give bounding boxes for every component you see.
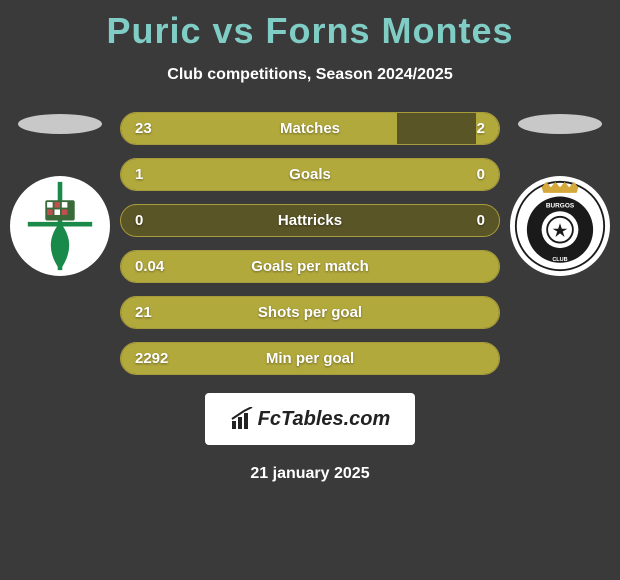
stat-row: 0Hattricks0 — [120, 204, 500, 237]
brand-text: FcTables.com — [258, 408, 391, 431]
chart-icon — [230, 407, 254, 431]
player-silhouette-icon — [516, 112, 604, 136]
stat-label: Shots per goal — [121, 304, 499, 321]
stat-right-value: 0 — [477, 166, 485, 183]
brand-badge[interactable]: FcTables.com — [205, 393, 415, 445]
subtitle: Club competitions, Season 2024/2025 — [167, 66, 452, 84]
left-player-column — [0, 112, 120, 276]
svg-text:CLUB: CLUB — [552, 257, 567, 263]
stat-right-value: 2 — [477, 120, 485, 137]
stat-label: Matches — [121, 120, 499, 137]
stat-right-value: 0 — [477, 212, 485, 229]
left-club-badge — [10, 176, 110, 276]
comparison-row: 23Matches21Goals00Hattricks00.04Goals pe… — [0, 112, 620, 375]
stat-row: 1Goals0 — [120, 158, 500, 191]
comparison-card: Puric vs Forns Montes Club competitions,… — [0, 0, 620, 483]
stat-row: 21Shots per goal — [120, 296, 500, 329]
svg-text:BURGOS: BURGOS — [546, 203, 575, 210]
page-title: Puric vs Forns Montes — [106, 10, 513, 52]
stat-label: Goals — [121, 166, 499, 183]
stat-label: Hattricks — [121, 212, 499, 229]
player-silhouette-icon — [16, 112, 104, 136]
stat-row: 2292Min per goal — [120, 342, 500, 375]
stat-row: 23Matches2 — [120, 112, 500, 145]
date-label: 21 january 2025 — [250, 465, 369, 483]
right-club-badge: BURGOS CLUB — [510, 176, 610, 276]
right-player-column: BURGOS CLUB — [500, 112, 620, 276]
stats-list: 23Matches21Goals00Hattricks00.04Goals pe… — [120, 112, 500, 375]
stat-label: Goals per match — [121, 258, 499, 275]
stat-row: 0.04Goals per match — [120, 250, 500, 283]
stat-label: Min per goal — [121, 350, 499, 367]
